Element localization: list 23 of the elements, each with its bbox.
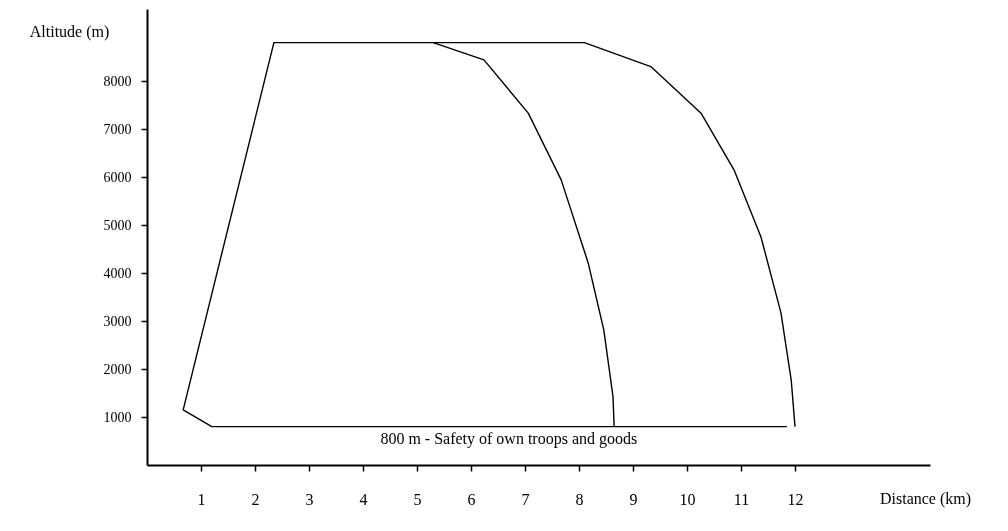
- x-axis-title: Distance (km): [879, 489, 972, 508]
- y-tick-label: 4000: [103, 265, 132, 281]
- y-axis-title: Altitude (m): [29, 22, 110, 41]
- x-tick-label: 12: [787, 490, 804, 508]
- x-tick-label: 10: [679, 490, 696, 508]
- y-tick-label: 5000: [103, 217, 132, 233]
- y-tick-label: 3000: [103, 313, 132, 329]
- x-tick-label: 7: [521, 490, 530, 508]
- y-tick-label: 1000: [103, 409, 132, 425]
- annotation: 800 m - Safety of own troops and goods: [380, 429, 638, 448]
- x-tick-label: 8: [575, 490, 584, 508]
- y-tick-label: 2000: [103, 361, 132, 377]
- y-tick-label: 8000: [103, 73, 132, 89]
- x-tick-label: 1: [197, 490, 206, 508]
- x-tick-label: 11: [733, 490, 750, 508]
- y-tick-label: 7000: [103, 121, 132, 137]
- y-tick-label: 6000: [103, 169, 132, 185]
- x-tick-label: 4: [359, 490, 368, 508]
- x-tick-label: 6: [467, 490, 476, 508]
- x-tick-label: 5: [413, 490, 422, 508]
- x-tick-label: 9: [629, 490, 638, 508]
- x-tick-label: 2: [251, 490, 260, 508]
- x-tick-label: 3: [305, 490, 314, 508]
